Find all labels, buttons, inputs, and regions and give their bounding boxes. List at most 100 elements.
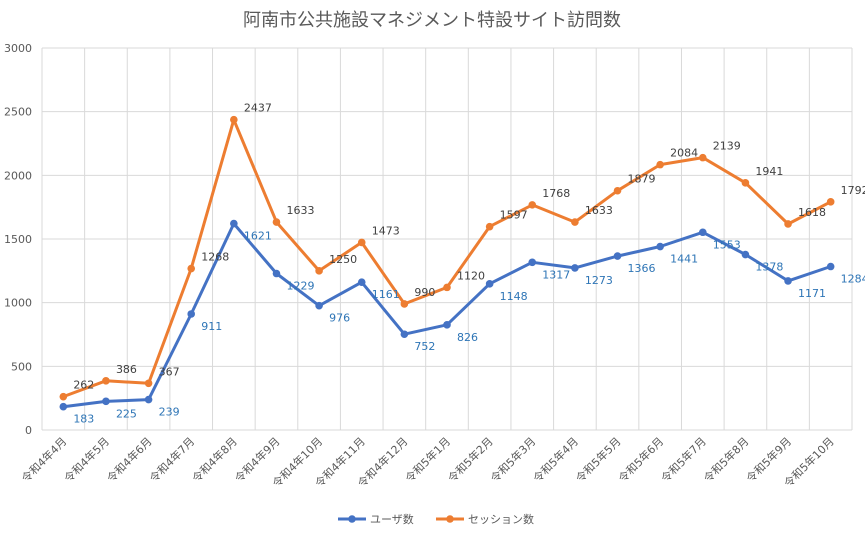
y-tick-label: 1500 (4, 233, 32, 246)
x-tick-label: 令和5年6月 (615, 434, 666, 485)
data-point (528, 258, 537, 267)
data-label: 1317 (542, 268, 570, 281)
data-point (571, 264, 579, 272)
chart-title: 阿南市公共施設マネジメント特設サイト訪問数 (243, 10, 621, 31)
data-point (400, 300, 409, 308)
x-tick-label: 令和5年1月 (402, 434, 453, 485)
x-tick-label: 令和5年2月 (445, 434, 496, 485)
x-tick-label: 令和4年6月 (104, 434, 155, 485)
series-points (59, 115, 835, 411)
grid (41, 47, 853, 431)
data-label: 1553 (713, 238, 741, 251)
data-label: 225 (116, 407, 137, 420)
y-tick-label: 3000 (4, 42, 32, 55)
y-tick-label: 500 (11, 360, 32, 373)
data-point (144, 395, 153, 404)
data-point (400, 330, 409, 339)
data-point (784, 220, 792, 228)
data-point (656, 242, 664, 251)
data-point (741, 250, 750, 259)
legend-marker (446, 515, 454, 523)
y-tick-label: 0 (25, 424, 32, 437)
x-tick-label: 令和5年3月 (487, 434, 538, 485)
x-tick-label: 令和4年8月 (189, 434, 240, 485)
data-point (144, 379, 153, 388)
data-label: 990 (414, 286, 435, 299)
data-point (698, 228, 707, 237)
data-label: 1268 (201, 251, 229, 264)
data-label: 1792 (841, 184, 865, 197)
x-tick-label: 令和4年5月 (61, 434, 112, 485)
data-label: 2084 (670, 147, 698, 160)
data-point (102, 397, 110, 406)
x-tick-label: 令和5年7月 (658, 434, 709, 485)
data-point (443, 283, 451, 292)
data-label: 1633 (585, 204, 613, 217)
data-label: 262 (73, 379, 94, 392)
data-point (741, 179, 750, 187)
x-axis: 令和4年4月令和4年5月令和4年6月令和4年7月令和4年8月令和4年9月令和4年… (19, 434, 837, 490)
legend: ユーザ数 セッション数 (338, 513, 534, 526)
data-labels: 183 225 239 911 1621 1229 976 1161 752 826 1148 131… (73, 102, 865, 426)
data-point (485, 222, 494, 231)
data-label: 1161 (372, 288, 400, 301)
data-point (571, 218, 579, 226)
data-point (613, 252, 622, 260)
legend-marker (348, 515, 356, 523)
y-axis: 0 500 1000 1500 2000 2500 3000 (4, 42, 32, 437)
data-label: 1273 (585, 274, 613, 287)
data-label: 183 (73, 413, 94, 426)
data-label: 752 (414, 340, 435, 353)
data-label: 1441 (670, 253, 698, 266)
data-point (59, 402, 68, 411)
data-label: 1120 (457, 269, 485, 282)
data-label: 1473 (372, 224, 400, 237)
data-point (357, 238, 366, 247)
data-label: 2437 (244, 102, 272, 115)
data-label: 386 (116, 363, 137, 376)
data-point (272, 269, 281, 278)
data-point (485, 280, 494, 288)
data-point (443, 321, 451, 329)
x-tick-label: 令和4年4月 (19, 434, 70, 485)
data-label: 367 (159, 365, 180, 378)
data-label: 1621 (244, 230, 272, 243)
x-tick-label: 令和5年8月 (701, 434, 752, 485)
x-tick-label: 令和5年5月 (573, 434, 624, 485)
data-point (187, 310, 196, 318)
data-label: 2139 (713, 140, 741, 153)
legend-label: セッション数 (468, 513, 534, 526)
data-label: 976 (329, 312, 350, 325)
data-point (102, 377, 110, 385)
data-label: 1148 (500, 290, 528, 303)
x-tick-label: 令和5年4月 (530, 434, 581, 485)
data-point (826, 198, 835, 206)
data-label: 1597 (500, 209, 528, 222)
data-label: 1879 (628, 173, 656, 186)
data-label: 911 (201, 320, 222, 333)
y-tick-label: 1000 (4, 297, 32, 310)
data-label: 826 (457, 331, 478, 344)
data-label: 1366 (628, 262, 656, 275)
data-label: 1633 (286, 204, 314, 217)
data-label: 1768 (542, 187, 570, 200)
y-tick-label: 2000 (4, 169, 32, 182)
data-point (698, 153, 707, 162)
data-point (230, 115, 238, 124)
y-tick-label: 2500 (4, 106, 32, 119)
data-point (187, 264, 196, 273)
data-label: 1941 (755, 165, 783, 178)
data-point (272, 218, 281, 226)
series-lines (62, 118, 832, 409)
data-point (656, 160, 664, 169)
data-label: 1229 (286, 280, 314, 293)
data-point (59, 392, 68, 401)
data-label: 1618 (798, 206, 826, 219)
data-point (784, 277, 792, 285)
data-point (357, 278, 366, 286)
series-line (62, 118, 832, 399)
data-label: 1378 (755, 261, 783, 274)
data-point (528, 201, 537, 209)
data-label: 1284 (841, 273, 865, 286)
